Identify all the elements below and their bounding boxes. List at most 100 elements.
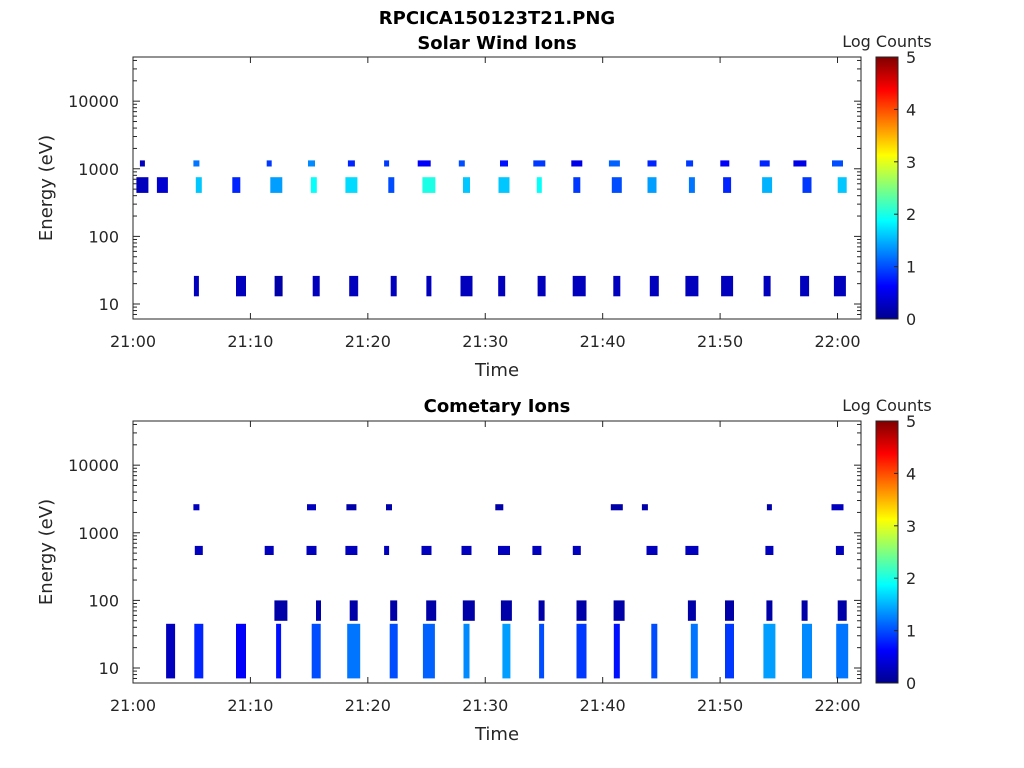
spectrogram-cell (690, 623, 698, 679)
colorbar-tick-label: 4 (906, 100, 916, 119)
spectrogram-cell (311, 623, 321, 679)
spectrogram-cell (193, 275, 199, 297)
y-tick-label: 10 (99, 659, 119, 678)
spectrogram-cell (766, 504, 772, 511)
spectrogram-cell (166, 623, 176, 679)
spectrogram-cell (194, 623, 204, 679)
spectrogram-cell (835, 545, 844, 555)
spectrogram-cell (193, 160, 200, 167)
spectrogram-cell (136, 177, 149, 193)
spectrogram-cell (533, 160, 546, 167)
x-tick-label: 21:30 (462, 696, 508, 715)
plot-area: 10 100 1000 10000 21:00 21:10 21:20 21:30 21:40… (68, 56, 862, 351)
spectrogram-cell (500, 160, 508, 167)
spectrogram-cell (762, 177, 773, 193)
x-axis-label: Time (474, 724, 519, 745)
colorbar-tick-label: 2 (906, 569, 916, 588)
y-tick-label: 10000 (68, 456, 119, 475)
spectrogram-cells (136, 160, 847, 297)
spectrogram-cell (417, 160, 431, 167)
y-tick-label: 10 (99, 295, 119, 314)
colorbar-tick-label: 4 (906, 464, 916, 483)
spectrogram-cell (651, 623, 658, 679)
plot-frame (132, 420, 862, 684)
y-tick-label: 100 (88, 227, 119, 246)
y-tick-label: 1000 (78, 524, 119, 543)
spectrogram-cell (793, 160, 807, 167)
spectrogram-cell (236, 275, 246, 297)
x-tick-label: 21:10 (227, 332, 273, 351)
spectrogram-cell (647, 160, 657, 167)
spectrogram-cell (194, 545, 203, 555)
x-tick-label: 21:20 (345, 696, 391, 715)
spectrogram-cell (421, 545, 432, 555)
spectrogram-cell (647, 177, 657, 193)
spectrogram-cell (274, 275, 283, 297)
spectrogram-cell (685, 545, 699, 555)
plot-frame (132, 56, 862, 320)
x-tick-label: 21:00 (110, 332, 156, 351)
spectrogram-cell (349, 600, 358, 621)
y-axis-ticks: 10 100 1000 10000 (68, 59, 861, 320)
colorbar-ticks: 0 1 2 3 4 5 (894, 412, 916, 693)
spectrogram-cell (686, 160, 694, 167)
spectrogram-cell (763, 275, 771, 297)
x-tick-label: 21:30 (462, 332, 508, 351)
colorbar-ticks: 0 1 2 3 4 5 (894, 48, 916, 329)
spectrogram-cell (831, 504, 844, 511)
spectrogram-cell (463, 177, 470, 193)
x-tick-label: 21:40 (580, 696, 626, 715)
x-tick-label: 22:00 (814, 696, 860, 715)
spectrogram-cell (613, 600, 625, 621)
spectrogram-cell (463, 623, 470, 679)
spectrogram-cell (610, 504, 623, 511)
spectrogram-cell (801, 600, 808, 621)
spectrogram-cell (721, 275, 734, 297)
spectrogram-cell (532, 545, 542, 555)
spectrogram-cell (837, 177, 847, 193)
spectrogram-cell (500, 600, 512, 621)
y-axis-label: Energy (eV) (36, 135, 57, 241)
spectrogram-cell (723, 177, 732, 193)
spectrogram-cell (193, 504, 200, 511)
colorbar-tick-label: 2 (906, 205, 916, 224)
y-axis-label: Energy (eV) (36, 499, 57, 605)
y-tick-label: 100 (88, 591, 119, 610)
spectrogram-cell (800, 275, 810, 297)
spectrogram-cell (422, 623, 435, 679)
spectrogram-cell (422, 177, 436, 193)
x-tick-label: 22:00 (814, 332, 860, 351)
spectrogram-cell (641, 504, 648, 511)
plot-area: 10 100 1000 10000 21:00 21:10 21:20 21:30 21:40… (68, 420, 862, 715)
spectrogram-cell (312, 275, 320, 297)
spectrogram-cell (460, 275, 473, 297)
colorbar-tick-label: 5 (906, 48, 916, 67)
spectrogram-cell (426, 600, 437, 621)
spectrogram-cell (613, 275, 621, 297)
spectrogram-cell (236, 623, 246, 679)
colorbar-label: Log Counts (842, 396, 932, 415)
spectrogram-cell (802, 177, 812, 193)
spectrogram-cell (345, 545, 358, 555)
spectrogram-cell (832, 160, 843, 167)
x-axis-label: Time (474, 360, 519, 381)
spectrogram-cell (649, 275, 659, 297)
spectrogram-cell (536, 177, 542, 193)
spectrogram-cell (646, 545, 658, 555)
colorbar-gradient (875, 56, 899, 320)
colorbar: Log Counts 0 1 2 3 4 5 (842, 32, 932, 329)
y-tick-label: 1000 (78, 160, 119, 179)
spectrogram-cell (390, 600, 398, 621)
spectrogram-cell (390, 275, 397, 297)
spectrogram-cell (495, 504, 504, 511)
spectrogram-cell (720, 160, 730, 167)
spectrogram-cell (462, 600, 475, 621)
spectrogram-cell (725, 600, 734, 621)
colorbar: Log Counts 0 1 2 3 4 5 (842, 396, 932, 693)
spectrogram-cell (498, 275, 506, 297)
x-tick-label: 21:10 (227, 696, 273, 715)
spectrogram-cell (833, 275, 846, 297)
